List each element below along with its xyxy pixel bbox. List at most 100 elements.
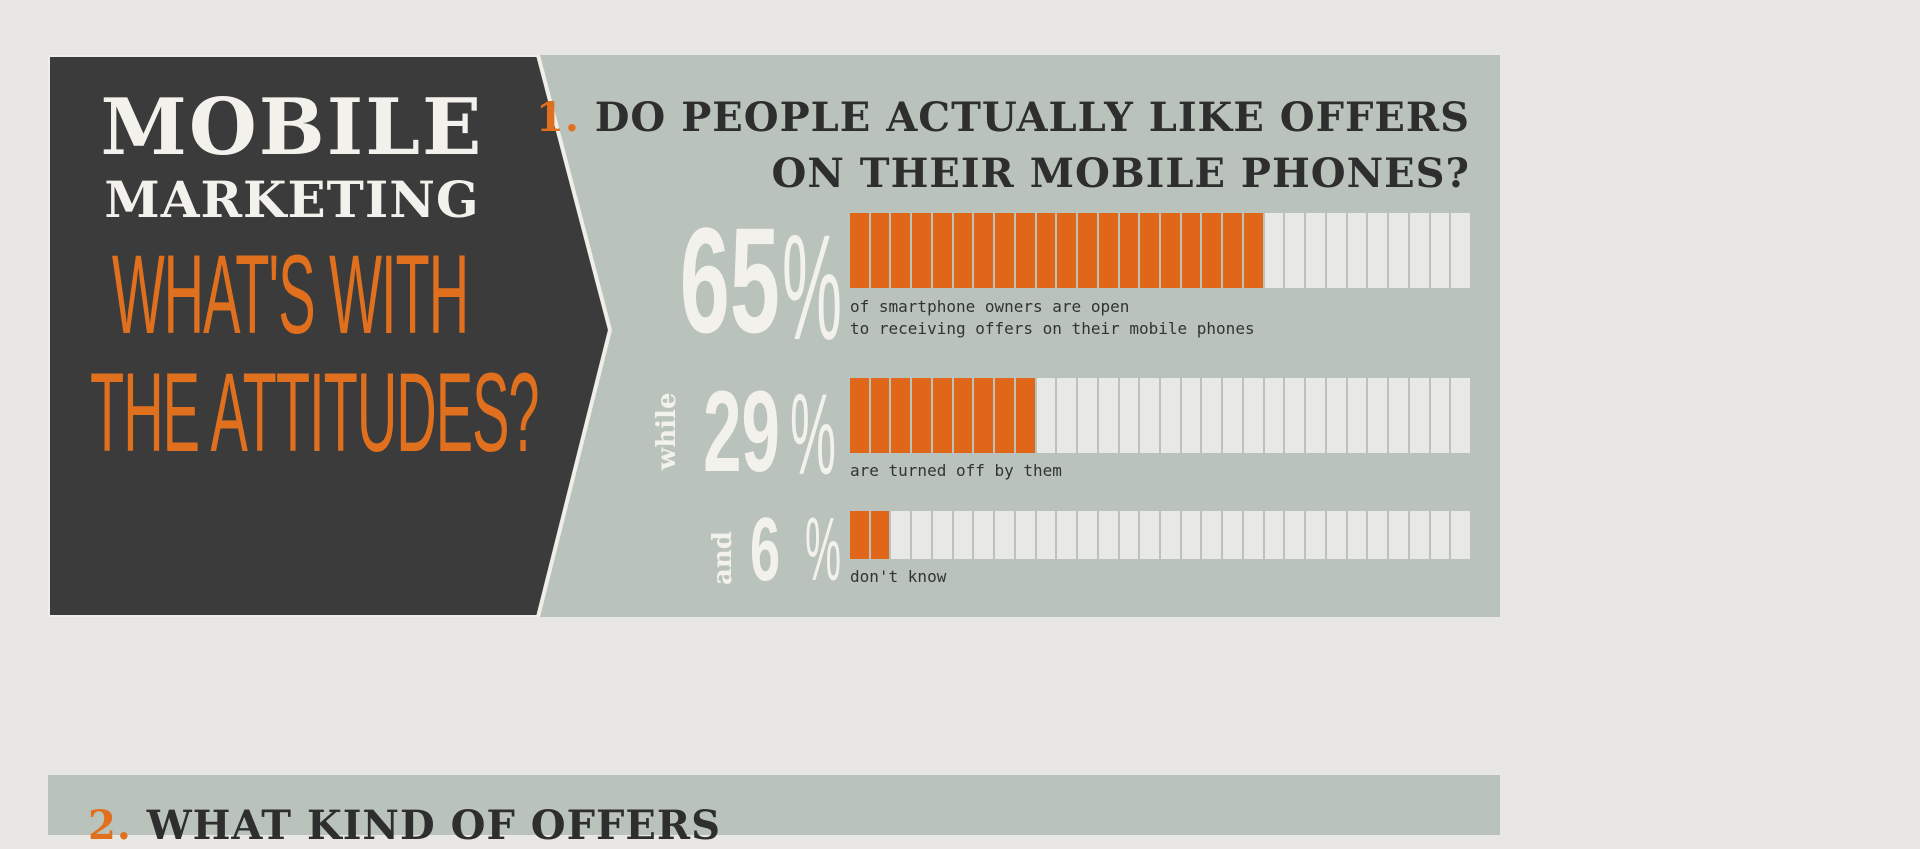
bar-segment-empty <box>1306 213 1325 288</box>
bar-segment-empty <box>1057 378 1077 453</box>
question-number: 2. <box>88 802 132 849</box>
bar-segment-empty <box>1451 213 1471 288</box>
bar-segment-empty <box>1161 511 1180 559</box>
bar-segment-empty <box>995 511 1014 559</box>
bar-segment-empty <box>1389 213 1408 288</box>
bar-segment-empty <box>1347 511 1367 559</box>
caption-line: to receiving offers on their mobile phon… <box>850 319 1255 338</box>
stat-value-29: 29 <box>703 368 780 496</box>
bar-segment-filled <box>932 378 952 453</box>
bar-segment-filled <box>870 213 890 288</box>
bar-segment-filled <box>912 213 931 288</box>
question-2-heading: 2. WHAT KIND OF OFFERS <box>88 802 721 849</box>
bar-segment-filled <box>850 378 869 453</box>
title-mobile: MOBILE <box>100 82 484 173</box>
bar-segment-filled <box>1223 213 1242 288</box>
bar-segment-empty <box>1389 378 1408 453</box>
bar-segment-filled <box>974 378 994 453</box>
bar-segment-empty <box>1202 511 1222 559</box>
bar-segment-empty <box>1368 213 1388 288</box>
bar-segment-empty <box>1285 511 1305 559</box>
bar-29 <box>850 378 1472 453</box>
bar-segment-filled <box>1202 213 1222 288</box>
bar-segment-empty <box>1057 511 1077 559</box>
bar-segment-empty <box>1015 511 1035 559</box>
subtitle-line-2: THE ATTITUDES? <box>90 350 540 475</box>
bar-segment-empty <box>1326 378 1346 453</box>
question-text: WHAT KIND OF OFFERS <box>146 802 722 849</box>
bar-segment-empty <box>1430 378 1450 453</box>
question-line-1: DO PEOPLE ACTUALLY LIKE OFFERS <box>594 94 1470 141</box>
bar-segment-filled <box>995 378 1014 453</box>
bar-segment-empty <box>1409 511 1429 559</box>
prefix-while: while <box>652 392 682 470</box>
question-line-2: ON THEIR MOBILE PHONES? <box>771 150 1470 197</box>
bar-segment-empty <box>1181 511 1201 559</box>
bar-65 <box>850 213 1472 288</box>
bar-segment-filled <box>1036 213 1056 288</box>
bar-segment-empty <box>1409 378 1429 453</box>
bar-segment-filled <box>912 378 931 453</box>
bar-segment-empty <box>1326 213 1346 288</box>
bar-segment-empty <box>1140 511 1160 559</box>
title-marketing: MARKETING <box>104 170 480 229</box>
prefix-and: and <box>708 531 738 585</box>
bar-segment-empty <box>1098 511 1118 559</box>
caption-line: of smartphone owners are open <box>850 297 1130 316</box>
bar-segment-empty <box>1223 378 1242 453</box>
bar-segment-empty <box>1285 378 1305 453</box>
bar-segment-filled <box>850 511 869 559</box>
bar-segment-empty <box>1264 378 1284 453</box>
bar-segment-filled <box>995 213 1014 288</box>
bar-segment-filled <box>850 213 869 288</box>
question-2-panel <box>48 775 1500 835</box>
bar-segment-empty <box>1409 213 1429 288</box>
bar-segment-empty <box>1306 511 1325 559</box>
caption-65: of smartphone owners are open to receivi… <box>850 296 1255 340</box>
stat-value-65: 65 <box>679 196 780 364</box>
bar-segment-filled <box>891 378 911 453</box>
bar-segment-filled <box>1078 213 1097 288</box>
bar-segment-empty <box>932 511 952 559</box>
bar-segment-empty <box>912 511 931 559</box>
bar-segment-empty <box>1264 213 1284 288</box>
bar-segment-empty <box>891 511 911 559</box>
question-number: 1. <box>536 94 580 141</box>
bar-segment-filled <box>891 213 911 288</box>
bar-segment-filled <box>953 378 973 453</box>
bar-segment-empty <box>1326 511 1346 559</box>
title-panel <box>48 55 613 617</box>
bar-segment-empty <box>1368 378 1388 453</box>
bar-segment-empty <box>1347 378 1367 453</box>
bar-segment-empty <box>1036 511 1056 559</box>
bar-segment-empty <box>1161 378 1180 453</box>
stat-unit: % <box>805 500 842 600</box>
bar-segment-empty <box>953 511 973 559</box>
title-subtitle: WHAT'S WITH THE ATTITUDES? <box>90 236 540 475</box>
bar-segment-empty <box>1451 378 1471 453</box>
bar-segment-empty <box>1264 511 1284 559</box>
bar-segment-filled <box>1140 213 1160 288</box>
bar-segment-filled <box>870 511 890 559</box>
bar-segment-filled <box>1161 213 1180 288</box>
bar-segment-empty <box>1098 378 1118 453</box>
bar-segment-empty <box>1306 378 1325 453</box>
bar-segment-filled <box>1057 213 1077 288</box>
bar-segment-filled <box>1119 213 1139 288</box>
bar-segment-empty <box>1389 511 1408 559</box>
bar-segment-empty <box>1223 511 1242 559</box>
bar-segment-filled <box>1015 213 1035 288</box>
bar-segment-filled <box>1098 213 1118 288</box>
stat-unit: % <box>790 371 837 499</box>
stat-unit: % <box>782 203 843 371</box>
bar-segment-empty <box>1243 378 1263 453</box>
bar-segment-empty <box>1119 378 1139 453</box>
bar-segment-empty <box>1078 511 1097 559</box>
bar-segment-empty <box>1285 213 1305 288</box>
bar-segment-filled <box>932 213 952 288</box>
bar-segment-empty <box>974 511 994 559</box>
bar-segment-empty <box>1119 511 1139 559</box>
bar-6 <box>850 511 1472 559</box>
bar-segment-empty <box>1347 213 1367 288</box>
caption-29: are turned off by them <box>850 461 1062 480</box>
